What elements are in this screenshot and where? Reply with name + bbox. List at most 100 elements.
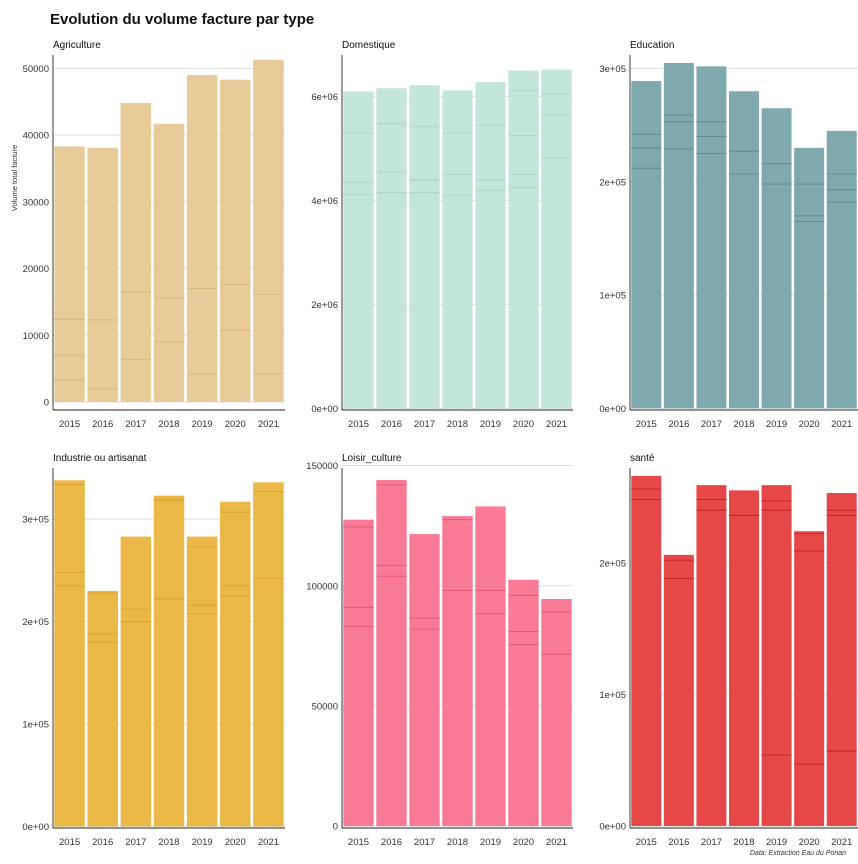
bar-2018: [729, 91, 759, 409]
facet-title: Industrie ou artisanat: [53, 453, 147, 464]
y-axis-title: Volume total facture: [10, 145, 19, 211]
x-tick-label: 2015: [59, 837, 80, 848]
x-tick-label: 2019: [480, 837, 501, 848]
bar-2015: [343, 519, 374, 827]
bar-2019: [186, 536, 218, 827]
y-tick-label: 100000: [306, 581, 338, 592]
y-tick-label: 40000: [23, 131, 49, 142]
bar-2017: [696, 485, 727, 827]
facet-panel-0: Agriculture 0 10000 20000 30000 40000 50000 201…: [23, 40, 285, 430]
x-tick-label: 2015: [348, 837, 369, 848]
bar-2016: [87, 590, 118, 827]
y-tick-label: 0e+00: [311, 404, 338, 415]
y-tick-label: 3e+05: [599, 64, 626, 75]
x-tick-label: 2016: [668, 837, 689, 848]
bar-2017: [696, 66, 727, 409]
bar-2021: [541, 69, 572, 409]
bar-2016: [376, 480, 407, 827]
bar-2020: [508, 70, 539, 409]
x-tick-label: 2017: [414, 837, 435, 848]
bar-2015: [343, 91, 374, 409]
bar-2017: [120, 536, 152, 827]
y-tick-label: 50000: [23, 64, 49, 75]
y-tick-label: 2e+05: [22, 617, 49, 628]
chart-caption: Data: Extraction Eau du Ponan: [750, 850, 846, 857]
y-tick-label: 30000: [23, 197, 49, 208]
bar-2019: [761, 485, 792, 827]
x-tick-label: 2016: [92, 419, 113, 430]
x-tick-label: 2018: [447, 419, 468, 430]
y-tick-label: 2e+05: [599, 177, 626, 188]
bar-2017: [409, 85, 440, 409]
x-tick-label: 2018: [733, 837, 754, 848]
x-tick-label: 2019: [192, 837, 213, 848]
x-tick-label: 2015: [636, 837, 657, 848]
x-tick-label: 2021: [258, 837, 279, 848]
x-tick-label: 2021: [831, 419, 852, 430]
bar-2018: [729, 490, 759, 827]
x-tick-label: 2020: [225, 419, 246, 430]
x-tick-label: 2021: [258, 419, 279, 430]
x-tick-label: 2020: [225, 837, 246, 848]
x-tick-label: 2017: [125, 837, 146, 848]
bar-2020: [794, 531, 825, 827]
x-tick-label: 2018: [158, 419, 179, 430]
facet-panel-1: Domestique 0e+00 2e+06 4e+06 6e+06 2015 2016 20…: [311, 40, 573, 430]
facet-title: Loisir_culture: [342, 453, 402, 464]
bar-2020: [220, 79, 251, 402]
facet-title: Domestique: [342, 40, 396, 51]
bar-2019: [186, 75, 218, 402]
bar-2019: [475, 506, 506, 827]
x-tick-label: 2021: [546, 419, 567, 430]
bar-2015: [54, 146, 85, 402]
x-tick-label: 2019: [766, 837, 787, 848]
x-tick-label: 2020: [799, 419, 820, 430]
y-tick-label: 4e+06: [311, 196, 338, 207]
x-tick-label: 2021: [831, 837, 852, 848]
bar-2016: [87, 147, 118, 402]
bar-2021: [253, 482, 284, 827]
x-tick-label: 2018: [447, 837, 468, 848]
bar-2015: [631, 81, 662, 409]
x-tick-label: 2019: [480, 419, 501, 430]
x-tick-label: 2019: [766, 419, 787, 430]
facet-panels: Agriculture 0 10000 20000 30000 40000 50000 201…: [22, 40, 858, 848]
bar-2018: [153, 123, 185, 402]
y-tick-label: 0: [333, 822, 338, 833]
x-tick-label: 2020: [799, 837, 820, 848]
facet-panel-3: Industrie ou artisanat 0e+00 1e+05 2e+05 3e+…: [22, 453, 285, 848]
y-tick-label: 1e+05: [599, 291, 626, 302]
bar-2018: [153, 495, 185, 827]
bar-2018: [442, 516, 473, 827]
bar-2016: [376, 88, 407, 409]
facet-title: santé: [630, 453, 655, 464]
y-tick-label: 3e+05: [22, 515, 49, 526]
y-tick-label: 1e+05: [22, 720, 49, 731]
x-tick-label: 2017: [414, 419, 435, 430]
x-tick-label: 2021: [546, 837, 567, 848]
facet-title: Education: [630, 40, 674, 51]
x-tick-label: 2017: [701, 419, 722, 430]
bar-2019: [761, 108, 792, 409]
y-tick-label: 2e+06: [311, 300, 338, 311]
x-tick-label: 2020: [513, 837, 534, 848]
bar-2021: [826, 493, 857, 827]
x-tick-label: 2017: [125, 419, 146, 430]
x-tick-label: 2019: [192, 419, 213, 430]
bar-2019: [475, 82, 506, 409]
facet-panel-5: santé 0e+00 1e+05 2e+05 2015 2016 2017 2018 2019…: [599, 453, 858, 848]
x-tick-label: 2016: [381, 419, 402, 430]
y-tick-label: 50000: [312, 701, 338, 712]
bar-2020: [220, 501, 251, 827]
facet-panel-2: Education 0e+00 1e+05 2e+05 3e+05 2015 2016 201…: [599, 40, 858, 430]
bar-2021: [826, 130, 857, 409]
bar-2017: [409, 534, 440, 827]
x-tick-label: 2018: [158, 837, 179, 848]
y-tick-label: 0: [44, 397, 49, 408]
bar-2020: [508, 579, 539, 827]
x-tick-label: 2015: [348, 419, 369, 430]
y-tick-label: 0e+00: [599, 404, 626, 415]
y-tick-label: 0e+00: [599, 822, 626, 833]
